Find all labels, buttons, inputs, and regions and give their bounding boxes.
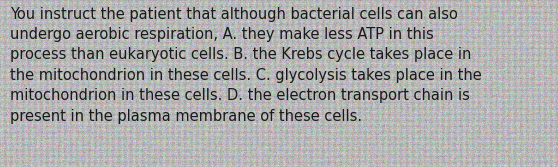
Text: You instruct the patient that although bacterial cells can also
undergo aerobic : You instruct the patient that although b… — [10, 7, 482, 124]
